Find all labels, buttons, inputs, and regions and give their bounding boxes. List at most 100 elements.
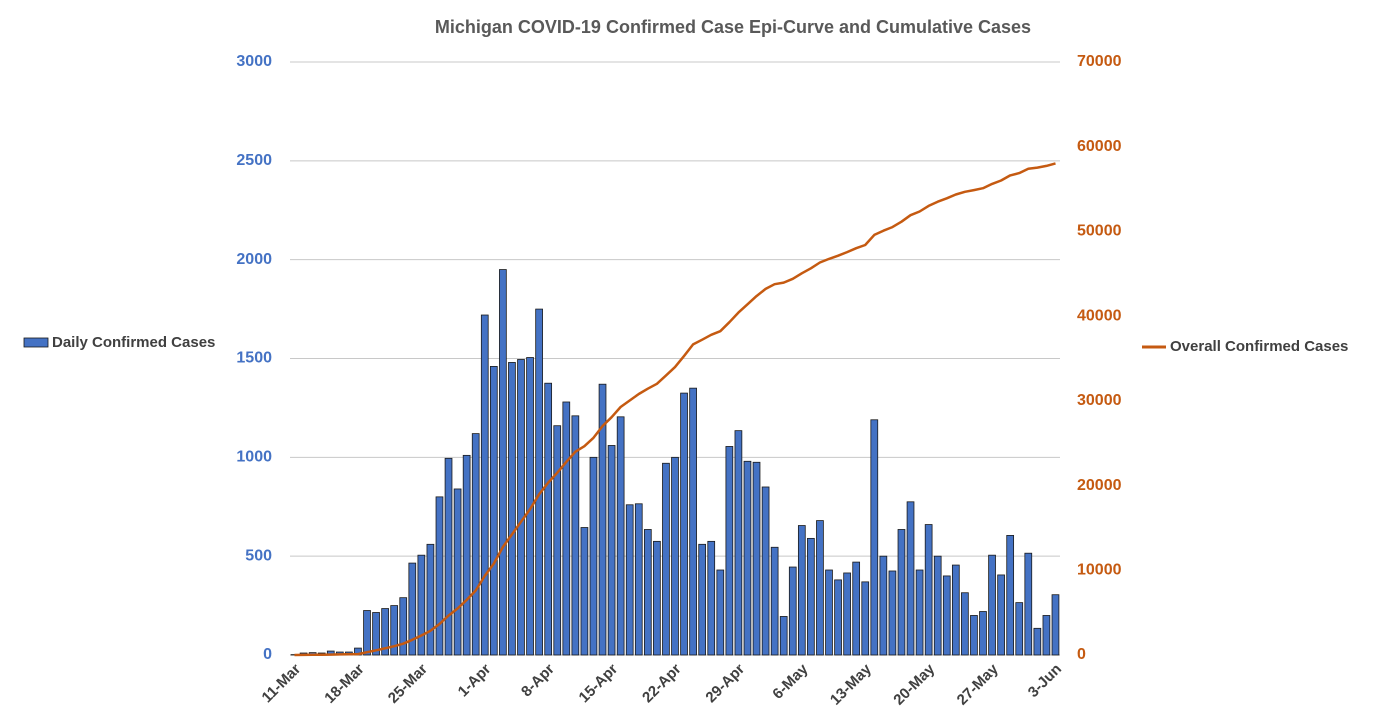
bar	[671, 456, 679, 656]
bar	[381, 608, 389, 656]
x-tick-label: 22-Apr	[639, 661, 685, 707]
bar	[1006, 535, 1015, 656]
y-tick-label: 2500	[236, 152, 272, 169]
bar	[1051, 594, 1060, 656]
bar	[580, 527, 589, 656]
bar	[363, 610, 371, 656]
bar	[770, 546, 779, 656]
y2-tick-label: 50000	[1077, 223, 1122, 240]
bar	[752, 461, 761, 656]
y2-tick-label: 70000	[1077, 53, 1122, 70]
bar	[625, 504, 634, 656]
bar	[480, 314, 489, 656]
bar	[553, 425, 562, 656]
bar	[725, 446, 734, 656]
bar	[942, 575, 951, 656]
x-tick-label: 13-May	[827, 660, 875, 708]
bar	[734, 430, 743, 656]
bar	[517, 359, 525, 656]
bar	[471, 433, 480, 656]
x-tick-label: 25-Mar	[385, 661, 431, 707]
bar	[961, 592, 969, 656]
bar	[906, 501, 915, 656]
bar	[607, 445, 616, 656]
bar	[526, 357, 534, 656]
x-tick-label: 1-Apr	[455, 661, 495, 701]
bar	[788, 566, 797, 656]
legend-swatch	[23, 337, 49, 348]
bar	[489, 366, 498, 656]
x-tick-label: 6-May	[769, 660, 812, 703]
bar	[372, 612, 380, 656]
x-tick-label: 11-Mar	[259, 661, 305, 707]
bar	[879, 555, 888, 656]
x-tick-label: 3-Jun	[1025, 661, 1065, 701]
y2-tick-label: 20000	[1077, 477, 1122, 494]
legend-label: Daily Confirmed Cases	[52, 334, 215, 351]
x-tick-label: 20-May	[890, 660, 938, 708]
bar	[544, 382, 553, 656]
y-tick-label: 1000	[236, 449, 272, 466]
legend-label: Overall Confirmed Cases	[1170, 338, 1348, 355]
bar	[825, 569, 833, 656]
bar	[689, 387, 697, 656]
bar	[979, 611, 987, 656]
y2-tick-label: 10000	[1077, 562, 1122, 579]
x-tick-label: 27-May	[954, 660, 1002, 708]
bar	[571, 415, 580, 656]
bar	[598, 383, 607, 656]
bar	[933, 555, 942, 656]
bar	[444, 457, 453, 656]
y2-tick-label: 40000	[1077, 307, 1122, 324]
bar	[843, 572, 851, 656]
bar	[915, 569, 924, 656]
x-tick-label: 18-Mar	[321, 661, 367, 707]
bar	[707, 540, 716, 656]
bar	[870, 419, 879, 656]
bar	[653, 540, 661, 656]
bar	[816, 520, 824, 656]
bar	[743, 460, 752, 656]
x-tick-label: 29-Apr	[702, 661, 748, 707]
bar	[634, 503, 643, 656]
y2-tick-label: 30000	[1077, 392, 1122, 409]
y-tick-label: 2000	[236, 251, 272, 268]
y2-tick-label: 0	[1077, 646, 1086, 663]
y-tick-label: 1500	[236, 350, 272, 367]
bar	[861, 581, 870, 656]
bar	[797, 525, 806, 656]
bar	[698, 543, 707, 656]
y2-tick-label: 60000	[1077, 138, 1122, 155]
bar	[852, 561, 861, 656]
bar	[1033, 627, 1042, 656]
bar	[535, 308, 543, 656]
bar	[970, 615, 978, 656]
bar	[462, 454, 471, 656]
y-tick-label: 3000	[236, 53, 272, 70]
bar	[997, 574, 1005, 656]
bar	[562, 401, 571, 656]
bar	[435, 496, 444, 656]
bar	[589, 456, 598, 656]
bar	[807, 537, 815, 656]
bar	[680, 392, 688, 656]
bar	[662, 462, 670, 656]
bar	[779, 616, 788, 656]
y-tick-label: 500	[245, 547, 272, 564]
bar	[897, 529, 906, 656]
bar	[1024, 552, 1033, 656]
bar	[616, 416, 625, 656]
bar	[499, 269, 507, 656]
bar	[453, 488, 462, 656]
x-tick-label: 8-Apr	[518, 661, 558, 701]
x-tick-label: 15-Apr	[576, 661, 622, 707]
y-tick-label: 0	[263, 646, 272, 663]
bar	[888, 570, 897, 656]
bar	[643, 529, 652, 656]
bar	[426, 543, 435, 656]
bar	[834, 579, 842, 656]
chart-title: Michigan COVID-19 Confirmed Case Epi-Cur…	[435, 17, 1031, 37]
bar	[390, 605, 399, 656]
bar	[399, 597, 408, 656]
